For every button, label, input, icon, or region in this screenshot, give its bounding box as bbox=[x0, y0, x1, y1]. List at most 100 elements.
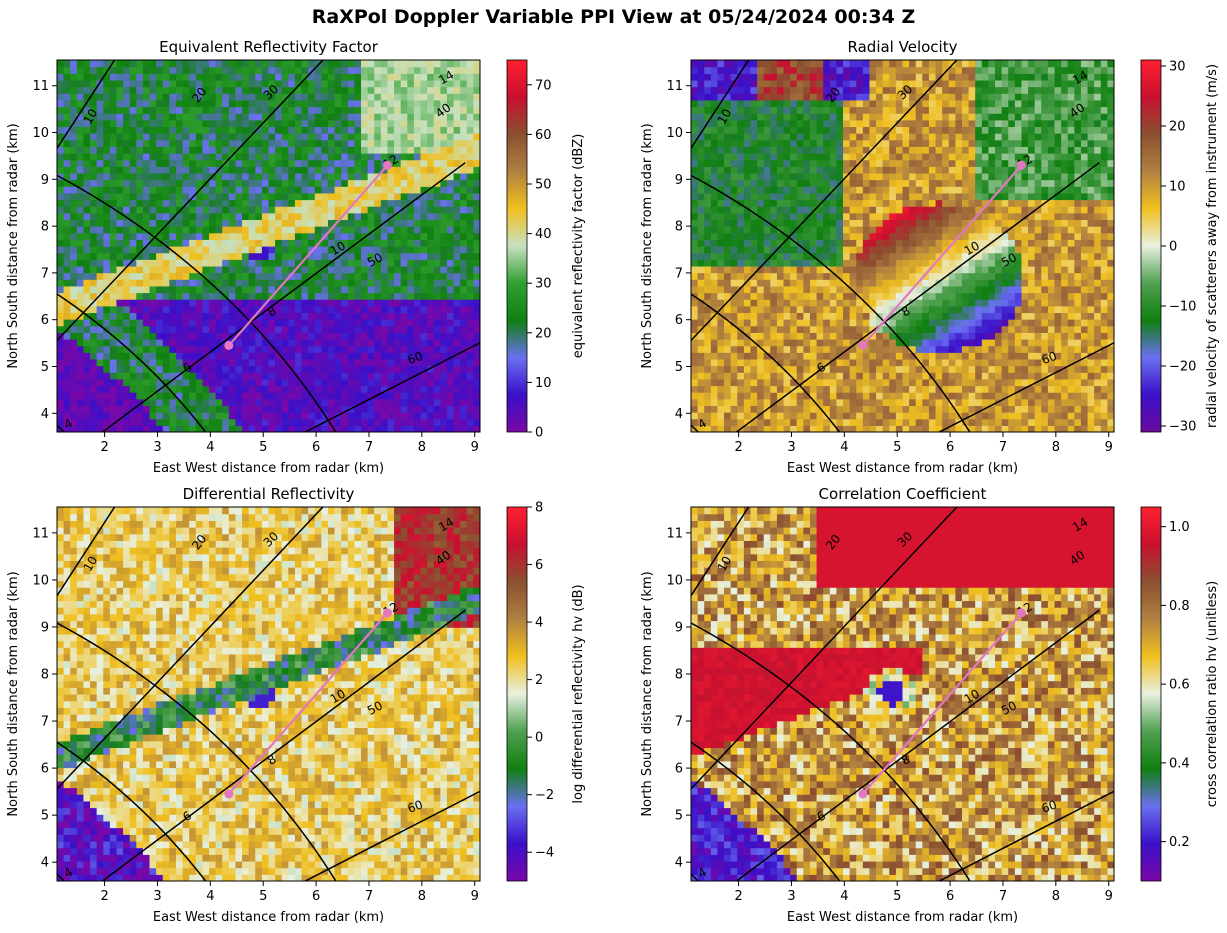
heatmap-cell bbox=[783, 106, 791, 114]
y-tick-label: 8 bbox=[41, 220, 49, 235]
heatmap-cell bbox=[809, 425, 818, 432]
heatmap-cell bbox=[162, 252, 170, 260]
heatmap-cell bbox=[691, 246, 699, 254]
heatmap-cell bbox=[704, 392, 712, 400]
heatmap-cell bbox=[776, 339, 785, 347]
heatmap-cell bbox=[691, 265, 699, 274]
heatmap-cell bbox=[281, 339, 289, 347]
heatmap-cell bbox=[109, 106, 118, 114]
heatmap-cell bbox=[327, 66, 336, 74]
heatmap-cell bbox=[466, 206, 474, 214]
heatmap-cell bbox=[836, 206, 844, 214]
heatmap-cell bbox=[63, 365, 71, 373]
heatmap-cell bbox=[724, 392, 732, 400]
heatmap-cell bbox=[288, 272, 296, 280]
heatmap-cell bbox=[281, 398, 289, 407]
heatmap-cell bbox=[347, 172, 356, 181]
heatmap-cell bbox=[387, 285, 395, 294]
heatmap-cell bbox=[809, 153, 818, 161]
heatmap-cell bbox=[361, 99, 369, 108]
heatmap-cell bbox=[730, 119, 738, 128]
heatmap-cell bbox=[248, 259, 256, 267]
heatmap-cell bbox=[83, 199, 91, 207]
heatmap-cell bbox=[776, 246, 785, 254]
heatmap-cell bbox=[836, 172, 844, 181]
heatmap-cell bbox=[730, 232, 738, 240]
heatmap-cell bbox=[261, 86, 270, 94]
heatmap-cell bbox=[242, 412, 250, 420]
heatmap-cell bbox=[783, 332, 791, 340]
heatmap-cell bbox=[427, 139, 435, 147]
heatmap-cell bbox=[90, 166, 98, 174]
heatmap-cell bbox=[380, 352, 389, 360]
heatmap-cell bbox=[354, 279, 362, 287]
heatmap-cell bbox=[763, 153, 771, 161]
heatmap-cell bbox=[175, 259, 184, 267]
heatmap-cell bbox=[275, 133, 283, 141]
heatmap-cell bbox=[790, 259, 798, 267]
heatmap-cell bbox=[215, 153, 223, 161]
heatmap-cell bbox=[763, 398, 771, 407]
heatmap-cell bbox=[70, 265, 78, 274]
heatmap-cell bbox=[228, 378, 237, 387]
heatmap-cell bbox=[770, 272, 778, 280]
heatmap-cell bbox=[76, 325, 85, 333]
heatmap-cell bbox=[215, 159, 223, 167]
heatmap-cell bbox=[162, 358, 170, 367]
heatmap-cell bbox=[70, 139, 78, 147]
heatmap-cell bbox=[182, 93, 190, 101]
heatmap-cell bbox=[275, 226, 283, 234]
heatmap-cell bbox=[116, 418, 124, 426]
radar-field bbox=[691, 60, 1114, 432]
heatmap-cell bbox=[156, 372, 164, 380]
heatmap-cell bbox=[407, 425, 415, 432]
heatmap-cell bbox=[354, 365, 362, 373]
heatmap-cell bbox=[182, 292, 190, 300]
heatmap-cell bbox=[314, 172, 322, 181]
heatmap-cell bbox=[83, 93, 91, 101]
heatmap-cell bbox=[407, 259, 415, 267]
heatmap-cell bbox=[70, 345, 78, 353]
heatmap-cell bbox=[109, 166, 118, 174]
heatmap-cell bbox=[413, 212, 422, 221]
heatmap-cell bbox=[361, 106, 369, 114]
heatmap-cell bbox=[757, 126, 765, 134]
heatmap-cell bbox=[149, 99, 157, 108]
heatmap-cell bbox=[129, 265, 137, 274]
heatmap-cell bbox=[156, 252, 164, 260]
heatmap-cell bbox=[796, 305, 804, 314]
heatmap-cell bbox=[473, 66, 480, 74]
heatmap-cell bbox=[380, 292, 389, 300]
heatmap-cell bbox=[222, 418, 230, 426]
heatmap-cell bbox=[466, 113, 474, 121]
heatmap-cell bbox=[215, 126, 223, 134]
heatmap-cell bbox=[142, 405, 151, 413]
heatmap-cell bbox=[288, 179, 296, 187]
heatmap-cell bbox=[327, 292, 336, 300]
heatmap-cell bbox=[175, 239, 184, 247]
heatmap-cell bbox=[400, 412, 408, 420]
heatmap-cell bbox=[776, 292, 785, 300]
heatmap-cell bbox=[255, 212, 263, 221]
heatmap-cell bbox=[169, 126, 177, 134]
heatmap-cell bbox=[314, 305, 322, 314]
heatmap-cell bbox=[235, 339, 243, 347]
heatmap-cell bbox=[209, 159, 217, 167]
heatmap-cell bbox=[136, 332, 144, 340]
heatmap-cell bbox=[294, 299, 303, 307]
heatmap-cell bbox=[796, 325, 804, 333]
heatmap-cell bbox=[367, 345, 375, 353]
heatmap-cell bbox=[380, 265, 389, 274]
heatmap-cell bbox=[321, 66, 329, 74]
heatmap-cell bbox=[76, 292, 85, 300]
heatmap-cell bbox=[288, 166, 296, 174]
heatmap-cell bbox=[427, 332, 435, 340]
heatmap-cell bbox=[103, 358, 111, 367]
heatmap-cell bbox=[169, 425, 177, 432]
heatmap-cell bbox=[440, 73, 448, 81]
heatmap-cell bbox=[743, 339, 752, 347]
heatmap-cell bbox=[308, 106, 316, 114]
heatmap-cell bbox=[367, 93, 375, 101]
heatmap-cell bbox=[724, 332, 732, 340]
heatmap-cell bbox=[776, 60, 785, 68]
